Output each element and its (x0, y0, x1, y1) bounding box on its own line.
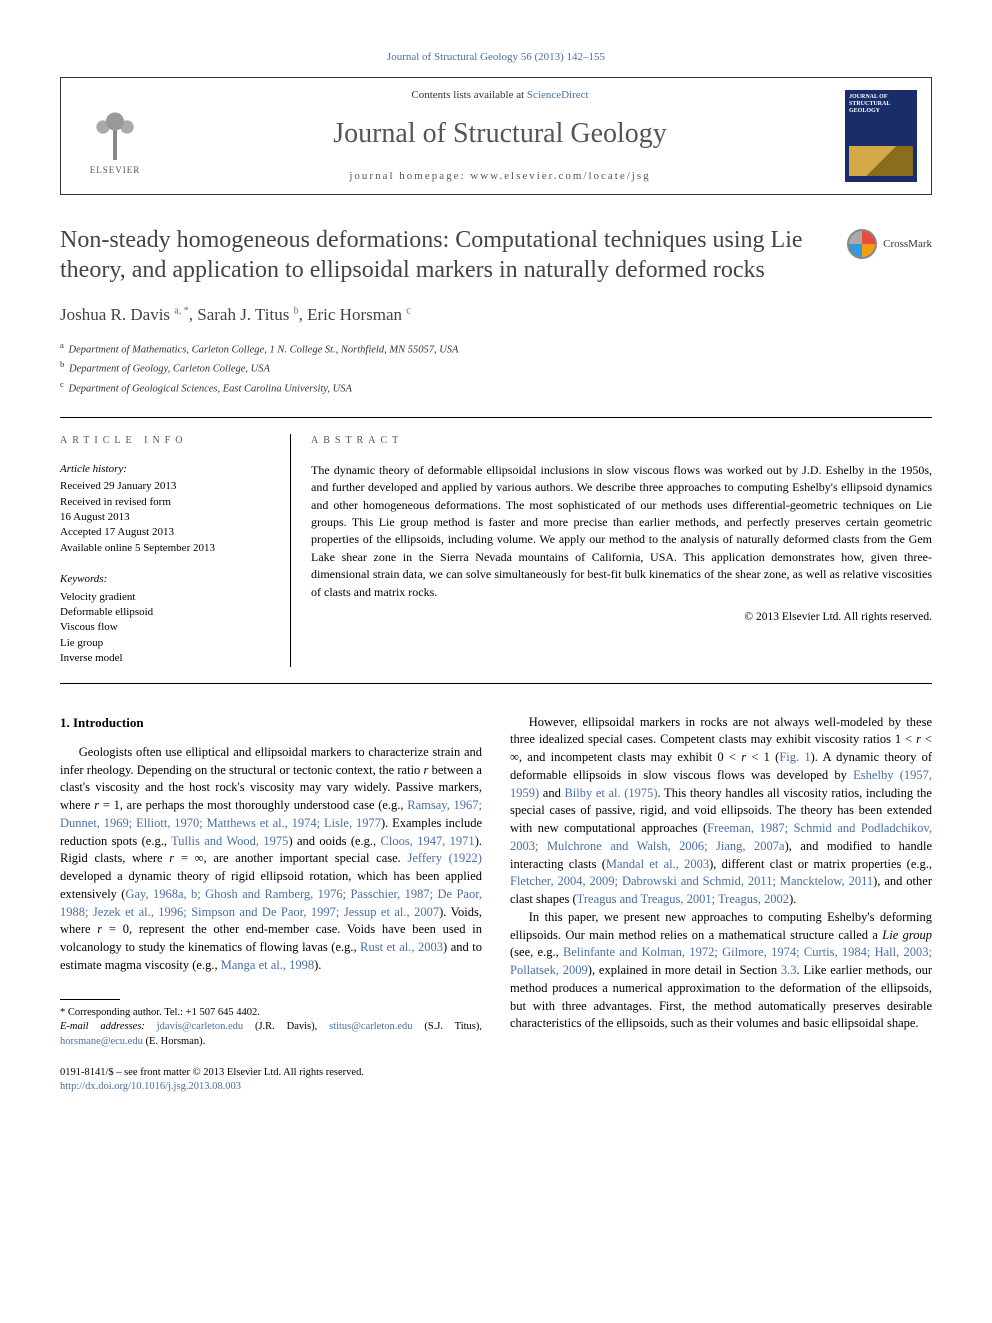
masthead-center: Contents lists available at ScienceDirec… (155, 88, 845, 184)
keyword-item: Inverse model (60, 651, 270, 666)
page: Journal of Structural Geology 56 (2013) … (0, 0, 992, 1125)
history-label: Article history: (60, 462, 270, 477)
contents-prefix: Contents lists available at (411, 89, 526, 101)
homepage-url[interactable]: www.elsevier.com/locate/jsg (470, 170, 650, 182)
abstract-heading: ABSTRACT (311, 434, 932, 448)
issn-line: 0191-8141/$ – see front matter © 2013 El… (60, 1066, 482, 1081)
publisher-name: ELSEVIER (90, 164, 141, 177)
emails-label: E-mail addresses: (60, 1021, 145, 1032)
crossmark-label: CrossMark (883, 237, 932, 252)
body-columns: 1. Introduction Geologists often use ell… (60, 714, 932, 1095)
history-item: Accepted 17 August 2013 (60, 525, 270, 540)
email-link[interactable]: jdavis@carleton.edu (157, 1021, 243, 1032)
homepage-prefix: journal homepage: (349, 170, 470, 182)
keyword-item: Lie group (60, 636, 270, 651)
body-paragraph: Geologists often use elliptical and elli… (60, 744, 482, 975)
title-row: Non-steady homogeneous deformations: Com… (60, 225, 932, 285)
affiliation-a: a Department of Mathematics, Carleton Co… (60, 339, 932, 358)
keyword-item: Viscous flow (60, 620, 270, 635)
journal-cover-thumbnail: JOURNAL OF STRUCTURAL GEOLOGY (845, 90, 917, 182)
crossmark-widget[interactable]: CrossMark (847, 229, 932, 259)
corresponding-author-footnote: * Corresponding author. Tel.: +1 507 645… (60, 1006, 482, 1021)
top-citation-link[interactable]: Journal of Structural Geology 56 (2013) … (60, 50, 932, 65)
cover-title: JOURNAL OF STRUCTURAL GEOLOGY (849, 94, 913, 114)
abstract: ABSTRACT The dynamic theory of deformabl… (290, 434, 932, 667)
footnote-separator (60, 999, 120, 1000)
keyword-item: Velocity gradient (60, 590, 270, 605)
article-info-heading: ARTICLE INFO (60, 434, 270, 448)
email-name: (E. Horsman). (145, 1036, 205, 1047)
body-paragraph: However, ellipsoidal markers in rocks ar… (510, 714, 932, 909)
authors-line: Joshua R. Davis a, *, Sarah J. Titus b, … (60, 303, 932, 327)
elsevier-logo: ELSEVIER (75, 96, 155, 176)
abstract-text: The dynamic theory of deformable ellipso… (311, 462, 932, 601)
history-item: Available online 5 September 2013 (60, 541, 270, 556)
contents-line: Contents lists available at ScienceDirec… (175, 88, 825, 103)
journal-name: Journal of Structural Geology (175, 114, 825, 153)
section-1-heading: 1. Introduction (60, 714, 482, 732)
article-info: ARTICLE INFO Article history: Received 2… (60, 434, 290, 667)
email-name: (S.J. Titus), (424, 1021, 482, 1032)
body-paragraph: In this paper, we present new approaches… (510, 909, 932, 1033)
history-item: Received in revised form (60, 495, 270, 510)
email-link[interactable]: horsmane@ecu.edu (60, 1036, 143, 1047)
abstract-copyright: © 2013 Elsevier Ltd. All rights reserved… (311, 609, 932, 625)
elsevier-tree-icon (85, 105, 145, 160)
masthead: ELSEVIER Contents lists available at Sci… (60, 77, 932, 195)
keyword-item: Deformable ellipsoid (60, 605, 270, 620)
journal-homepage: journal homepage: www.elsevier.com/locat… (175, 169, 825, 184)
keywords-label: Keywords: (60, 572, 270, 587)
doi-link[interactable]: http://dx.doi.org/10.1016/j.jsg.2013.08.… (60, 1080, 482, 1095)
column-left: 1. Introduction Geologists often use ell… (60, 714, 482, 1095)
history-item: 16 August 2013 (60, 510, 270, 525)
email-link[interactable]: stitus@carleton.edu (329, 1021, 412, 1032)
article-title: Non-steady homogeneous deformations: Com… (60, 225, 827, 285)
email-footnote: E-mail addresses: jdavis@carleton.edu (J… (60, 1020, 482, 1049)
history-item: Received 29 January 2013 (60, 479, 270, 494)
cover-graphic (849, 146, 913, 176)
affiliations: a Department of Mathematics, Carleton Co… (60, 339, 932, 397)
column-right: However, ellipsoidal markers in rocks ar… (510, 714, 932, 1095)
crossmark-icon (847, 229, 877, 259)
affiliation-c: c Department of Geological Sciences, Eas… (60, 378, 932, 397)
bottom-meta: 0191-8141/$ – see front matter © 2013 El… (60, 1066, 482, 1095)
email-name: (J.R. Davis), (255, 1021, 317, 1032)
info-abstract-row: ARTICLE INFO Article history: Received 2… (60, 417, 932, 684)
sciencedirect-link[interactable]: ScienceDirect (527, 89, 589, 101)
affiliation-b: b Department of Geology, Carleton Colleg… (60, 358, 932, 377)
